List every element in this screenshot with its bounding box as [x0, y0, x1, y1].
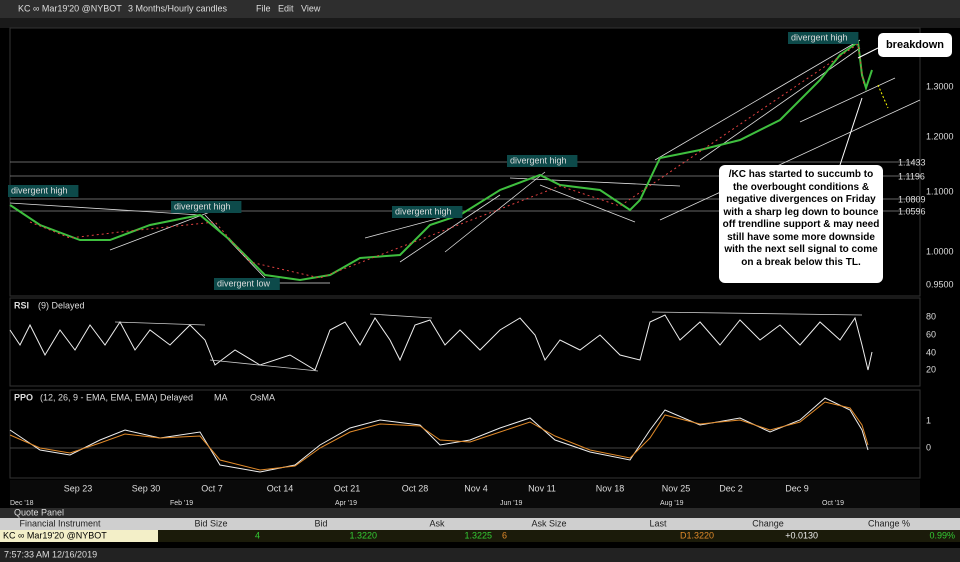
price-axis-label: 0.9500: [926, 279, 954, 289]
overview-label: Apr '19: [335, 500, 357, 507]
annotation-box: [788, 32, 859, 44]
rsi-axis-label: 40: [926, 347, 936, 357]
overview-label: Aug '19: [660, 500, 684, 507]
level-label: 1.1196: [898, 171, 925, 181]
date-label: Oct 21: [334, 483, 361, 493]
status-time: 7:57:33 AM 12/16/2019: [4, 549, 97, 559]
price-axis-label: 1.2000: [926, 131, 954, 141]
price-series: [9, 40, 873, 282]
annotation-box: [8, 185, 79, 197]
annotation: divergent low: [217, 278, 271, 288]
projection-arrow: [877, 84, 889, 109]
overview-label: Oct '19: [822, 500, 844, 507]
quote-panel-header: [0, 508, 960, 518]
ppo-ma: [9, 401, 869, 471]
period[interactable]: 3 Months/Hourly candles: [128, 3, 228, 13]
ppo-pane: [9, 389, 921, 479]
date-label: Dec 9: [785, 483, 809, 493]
menu-item[interactable]: Edit: [278, 3, 294, 13]
quote-cell: 0.99%: [929, 530, 955, 540]
level-label: 1.1433: [898, 157, 926, 167]
quote-cell: 1.3220: [349, 530, 377, 540]
quote-cell: 4: [255, 530, 260, 540]
date-label: Nov 11: [528, 483, 556, 493]
rsi-name: RSI: [14, 300, 29, 310]
note-pointer: [839, 97, 863, 166]
annotation-box: [507, 155, 578, 167]
quote-cell: 6: [502, 530, 507, 540]
level-label: 1.0596: [898, 206, 926, 216]
toolbar-icons: [0, 18, 960, 28]
ppo-axis-label: 0: [926, 442, 931, 452]
quote-header: Change %: [868, 518, 910, 528]
rsi-axis-label: 80: [926, 311, 936, 321]
axes: 1.3000 1.2000 1.1000 1.0000 0.9500 1.1433 1.11…: [10, 81, 954, 508]
overview-label: Dec '18: [10, 500, 34, 507]
date-label: Oct 14: [267, 483, 294, 493]
quote-panel-title[interactable]: Quote Panel: [14, 507, 64, 517]
date-label: Oct 7: [201, 483, 223, 493]
note: /KC has started to succumb to the overbo…: [719, 165, 883, 283]
overview-label: Jun '19: [500, 500, 522, 507]
ppo-legend: MA: [214, 392, 228, 402]
rsi-axis-label: 20: [926, 364, 936, 374]
quote-columns: [0, 518, 960, 530]
rsi-line: [9, 314, 873, 371]
toolbar: [0, 0, 960, 18]
price-axis-label: 1.1000: [926, 186, 954, 196]
annotation-box: [171, 201, 242, 213]
date-label: Sep 30: [132, 483, 161, 493]
quote-header: Bid: [314, 518, 327, 528]
instrument-cell: [0, 530, 158, 542]
callout: breakdown: [878, 33, 952, 57]
quote-header: Bid Size: [194, 518, 227, 528]
quote-cell: 1.3225: [464, 530, 492, 540]
date-label: Oct 28: [402, 483, 429, 493]
ppo-params: (12, 26, 9 - EMA, EMA, EMA) Delayed: [40, 392, 193, 402]
quote-header: Change: [752, 518, 784, 528]
annotation: divergent high: [174, 201, 231, 211]
date-label: Nov 18: [596, 483, 625, 493]
quote-row: [0, 530, 960, 542]
quote-header: Financial Instrument: [19, 518, 101, 528]
status-bar: [0, 548, 960, 562]
quote-header: Last: [649, 518, 667, 528]
date-label: Nov 4: [464, 483, 488, 493]
date-label: Nov 25: [662, 483, 691, 493]
overview-label: Feb '19: [170, 500, 193, 507]
ppo-name: PPO: [14, 392, 33, 402]
date-label: Sep 23: [64, 483, 93, 493]
price-axis-label: 1.3000: [926, 81, 954, 91]
date-label: Dec 2: [719, 483, 743, 493]
annotations: divergent high divergent high divergent hi…: [8, 32, 859, 290]
price-axis-label: 1.0000: [926, 246, 954, 256]
trendlines: [9, 39, 921, 284]
symbol[interactable]: KC ∞ Mar19'20 @NYBOT: [18, 3, 122, 13]
annotation: divergent high: [395, 206, 452, 216]
quote-header: Ask Size: [531, 518, 566, 528]
rsi-axis-label: 60: [926, 329, 936, 339]
ppo-axis-label: 1: [926, 415, 931, 425]
quote-header: Ask: [429, 518, 445, 528]
menu-item[interactable]: View: [301, 3, 321, 13]
rsi-pane: [9, 297, 921, 387]
annotation: divergent high: [510, 155, 567, 165]
rsi-divergences: [114, 311, 863, 372]
annotation-box: [214, 278, 280, 290]
menu-item[interactable]: File: [256, 3, 271, 13]
quote-cell: D1.3220: [680, 530, 714, 540]
callout-pointer: [857, 47, 879, 59]
annotation-box: [392, 206, 463, 218]
quote-cell: KC ∞ Mar19'20 @NYBOT: [3, 530, 107, 540]
level-label: 1.0809: [898, 194, 926, 204]
date-axis: [10, 480, 920, 508]
annotation: divergent high: [11, 185, 68, 195]
ppo-legend: OsMA: [250, 392, 275, 402]
rsi-params: (9) Delayed: [38, 300, 85, 310]
quote-cell: +0.0130: [785, 530, 818, 540]
annotation: divergent high: [791, 32, 848, 42]
